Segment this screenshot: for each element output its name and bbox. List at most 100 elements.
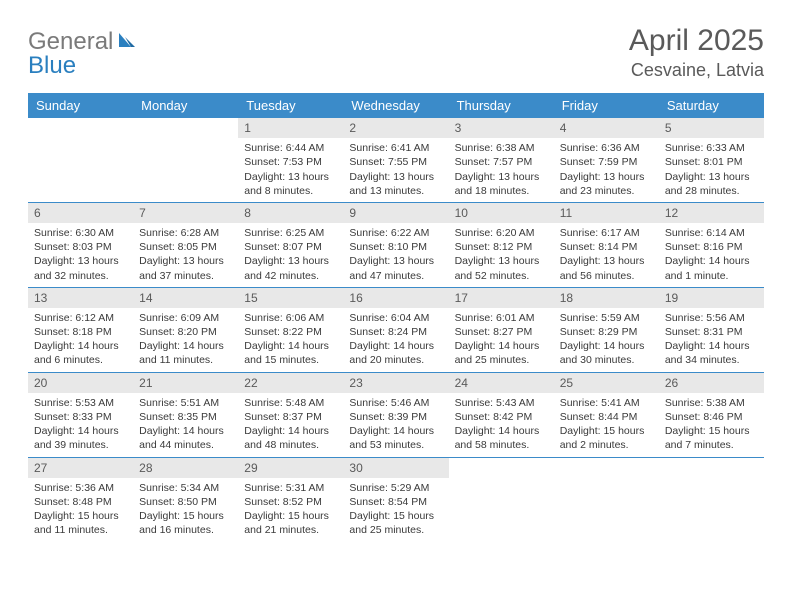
- day-cell: 30Sunrise: 5:29 AMSunset: 8:54 PMDayligh…: [343, 458, 448, 542]
- day-body: Sunrise: 6:09 AMSunset: 8:20 PMDaylight:…: [133, 311, 238, 372]
- sunrise-text: Sunrise: 6:30 AM: [34, 226, 127, 240]
- calendar-page: General April 2025 Cesvaine, Latvia Blue…: [0, 0, 792, 541]
- daylight-text: Daylight: 14 hours and 11 minutes.: [139, 339, 232, 367]
- sunset-text: Sunset: 7:57 PM: [455, 155, 548, 169]
- day-number: 21: [133, 373, 238, 393]
- day-body: Sunrise: 6:36 AMSunset: 7:59 PMDaylight:…: [554, 141, 659, 202]
- daylight-text: Daylight: 14 hours and 39 minutes.: [34, 424, 127, 452]
- weekday-header: Sunday: [28, 93, 133, 118]
- day-body: Sunrise: 5:53 AMSunset: 8:33 PMDaylight:…: [28, 396, 133, 457]
- day-number: 6: [28, 203, 133, 223]
- sunset-text: Sunset: 7:53 PM: [244, 155, 337, 169]
- day-cell: 25 Sunrise: 5:41 AMSunset: 8:44 PMDayligh…: [554, 373, 659, 457]
- day-body: Sunrise: 5:46 AMSunset: 8:39 PMDaylight:…: [343, 396, 448, 457]
- day-cell: 21Sunrise: 5:51 AMSunset: 8:35 PMDayligh…: [133, 373, 238, 457]
- day-number: 24: [449, 373, 554, 393]
- daylight-text: Daylight: 13 hours and 42 minutes.: [244, 254, 337, 282]
- sunset-text: Sunset: 7:55 PM: [349, 155, 442, 169]
- daylight-text: Daylight: 13 hours and 8 minutes.: [244, 170, 337, 198]
- day-cell: 16Sunrise: 6:04 AMSunset: 8:24 PMDayligh…: [343, 288, 448, 372]
- sunset-text: Sunset: 8:20 PM: [139, 325, 232, 339]
- day-cell: 15Sunrise: 6:06 AMSunset: 8:22 PMDayligh…: [238, 288, 343, 372]
- daylight-text: Daylight: 14 hours and 30 minutes.: [560, 339, 653, 367]
- day-cell: 18Sunrise: 5:59 AMSunset: 8:29 PMDayligh…: [554, 288, 659, 372]
- day-body: Sunrise: 6:38 AMSunset: 7:57 PMDaylight:…: [449, 141, 554, 202]
- sunset-text: Sunset: 8:18 PM: [34, 325, 127, 339]
- day-body: Sunrise: 5:41 AMSunset: 8:44 PMDaylight:…: [554, 396, 659, 457]
- day-body: Sunrise: 6:25 AMSunset: 8:07 PMDaylight:…: [238, 226, 343, 287]
- sunset-text: Sunset: 8:03 PM: [34, 240, 127, 254]
- sunrise-text: Sunrise: 6:44 AM: [244, 141, 337, 155]
- sunrise-text: Sunrise: 5:41 AM: [560, 396, 653, 410]
- sunset-text: Sunset: 8:54 PM: [349, 495, 442, 509]
- sunset-text: Sunset: 8:12 PM: [455, 240, 548, 254]
- title-block: April 2025 Cesvaine, Latvia: [629, 24, 764, 81]
- day-cell: [554, 458, 659, 542]
- day-body: Sunrise: 5:48 AMSunset: 8:37 PMDaylight:…: [238, 396, 343, 457]
- sunset-text: Sunset: 8:29 PM: [560, 325, 653, 339]
- sunset-text: Sunset: 8:46 PM: [665, 410, 758, 424]
- day-cell: 6 Sunrise: 6:30 AMSunset: 8:03 PMDaylight…: [28, 203, 133, 287]
- day-cell: 22Sunrise: 5:48 AMSunset: 8:37 PMDayligh…: [238, 373, 343, 457]
- day-cell: 28Sunrise: 5:34 AMSunset: 8:50 PMDayligh…: [133, 458, 238, 542]
- logo-text-right: Blue: [28, 52, 76, 79]
- day-cell: 4 Sunrise: 6:36 AMSunset: 7:59 PMDaylight…: [554, 118, 659, 202]
- day-cell: 17Sunrise: 6:01 AMSunset: 8:27 PMDayligh…: [449, 288, 554, 372]
- sunrise-text: Sunrise: 5:31 AM: [244, 481, 337, 495]
- sunset-text: Sunset: 8:50 PM: [139, 495, 232, 509]
- day-cell: 7Sunrise: 6:28 AMSunset: 8:05 PMDaylight…: [133, 203, 238, 287]
- day-number: 12: [659, 203, 764, 223]
- day-number: 5: [659, 118, 764, 138]
- day-cell: 23Sunrise: 5:46 AMSunset: 8:39 PMDayligh…: [343, 373, 448, 457]
- day-cell: 5 Sunrise: 6:33 AMSunset: 8:01 PMDaylight…: [659, 118, 764, 202]
- day-cell: [133, 118, 238, 202]
- day-cell: 14 Sunrise: 6:09 AMSunset: 8:20 PMDayligh…: [133, 288, 238, 372]
- day-number: 10: [449, 203, 554, 223]
- sunset-text: Sunset: 8:24 PM: [349, 325, 442, 339]
- day-body: Sunrise: 5:31 AMSunset: 8:52 PMDaylight:…: [238, 481, 343, 542]
- sunset-text: Sunset: 8:44 PM: [560, 410, 653, 424]
- sunrise-text: Sunrise: 5:46 AM: [349, 396, 442, 410]
- day-cell: 1Sunrise: 6:44 AMSunset: 7:53 PMDaylight…: [238, 118, 343, 202]
- day-body: Sunrise: 6:14 AMSunset: 8:16 PMDaylight:…: [659, 226, 764, 287]
- sunset-text: Sunset: 8:05 PM: [139, 240, 232, 254]
- sunrise-text: Sunrise: 5:38 AM: [665, 396, 758, 410]
- daylight-text: Daylight: 15 hours and 25 minutes.: [349, 509, 442, 537]
- sunrise-text: Sunrise: 5:56 AM: [665, 311, 758, 325]
- day-cell: 11Sunrise: 6:17 AMSunset: 8:14 PMDayligh…: [554, 203, 659, 287]
- sunrise-text: Sunrise: 5:53 AM: [34, 396, 127, 410]
- daylight-text: Daylight: 13 hours and 47 minutes.: [349, 254, 442, 282]
- day-number: 26: [659, 373, 764, 393]
- day-number: 13: [28, 288, 133, 308]
- week-row: 1Sunrise: 6:44 AMSunset: 7:53 PMDaylight…: [28, 118, 764, 202]
- day-body: Sunrise: 6:28 AMSunset: 8:05 PMDaylight:…: [133, 226, 238, 287]
- sunset-text: Sunset: 8:01 PM: [665, 155, 758, 169]
- weekday-header: Thursday: [449, 93, 554, 118]
- day-cell: 2Sunrise: 6:41 AMSunset: 7:55 PMDaylight…: [343, 118, 448, 202]
- daylight-text: Daylight: 14 hours and 48 minutes.: [244, 424, 337, 452]
- day-number: 25: [554, 373, 659, 393]
- sunrise-text: Sunrise: 6:41 AM: [349, 141, 442, 155]
- day-body: Sunrise: 6:04 AMSunset: 8:24 PMDaylight:…: [343, 311, 448, 372]
- sunrise-text: Sunrise: 6:01 AM: [455, 311, 548, 325]
- daylight-text: Daylight: 13 hours and 23 minutes.: [560, 170, 653, 198]
- weekday-header: Friday: [554, 93, 659, 118]
- daylight-text: Daylight: 13 hours and 56 minutes.: [560, 254, 653, 282]
- sunset-text: Sunset: 8:22 PM: [244, 325, 337, 339]
- day-number: 14: [133, 288, 238, 308]
- day-body: Sunrise: 6:30 AMSunset: 8:03 PMDaylight:…: [28, 226, 133, 287]
- week-row: 20Sunrise: 5:53 AMSunset: 8:33 PMDayligh…: [28, 372, 764, 457]
- sunrise-text: Sunrise: 6:14 AM: [665, 226, 758, 240]
- sunset-text: Sunset: 7:59 PM: [560, 155, 653, 169]
- daylight-text: Daylight: 14 hours and 20 minutes.: [349, 339, 442, 367]
- sunrise-text: Sunrise: 6:28 AM: [139, 226, 232, 240]
- day-body: Sunrise: 6:33 AMSunset: 8:01 PMDaylight:…: [659, 141, 764, 202]
- daylight-text: Daylight: 14 hours and 1 minute.: [665, 254, 758, 282]
- day-cell: 8Sunrise: 6:25 AMSunset: 8:07 PMDaylight…: [238, 203, 343, 287]
- sunrise-text: Sunrise: 5:43 AM: [455, 396, 548, 410]
- day-cell: 12 Sunrise: 6:14 AMSunset: 8:16 PMDayligh…: [659, 203, 764, 287]
- sunset-text: Sunset: 8:39 PM: [349, 410, 442, 424]
- day-cell: 29Sunrise: 5:31 AMSunset: 8:52 PMDayligh…: [238, 458, 343, 542]
- day-cell: 26Sunrise: 5:38 AMSunset: 8:46 PMDayligh…: [659, 373, 764, 457]
- day-number: 4: [554, 118, 659, 138]
